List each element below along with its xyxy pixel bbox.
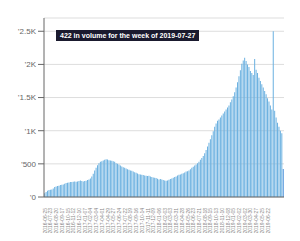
html-text:422 in volume for the week of: 422 in volume for the week of 2019-07-27 bbox=[60, 32, 196, 39]
svg-text:’1.5K: ’1.5K bbox=[18, 93, 37, 102]
svg-text:2017-11-11: 2017-11-11 bbox=[144, 208, 151, 233]
svg-text:’2.5K: ’2.5K bbox=[18, 27, 37, 36]
svg-text:’1K: ’1K bbox=[24, 127, 36, 136]
svg-text:’0: ’0 bbox=[30, 193, 37, 202]
svg-text:2019-06-22: 2019-06-22 bbox=[265, 208, 271, 233]
svg-text:’2K: ’2K bbox=[24, 60, 36, 69]
svg-text:’500: ’500 bbox=[21, 160, 37, 169]
